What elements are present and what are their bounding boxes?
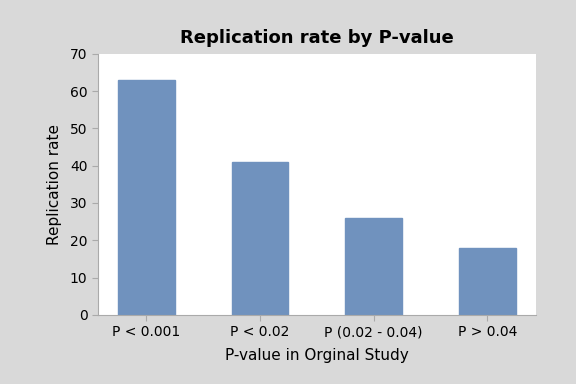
Bar — [232, 162, 289, 315]
Bar — [345, 218, 402, 315]
X-axis label: P-value in Orginal Study: P-value in Orginal Study — [225, 348, 409, 362]
Title: Replication rate by P-value: Replication rate by P-value — [180, 29, 454, 46]
Y-axis label: Replication rate: Replication rate — [47, 124, 62, 245]
Bar — [118, 80, 175, 315]
Bar — [459, 248, 516, 315]
